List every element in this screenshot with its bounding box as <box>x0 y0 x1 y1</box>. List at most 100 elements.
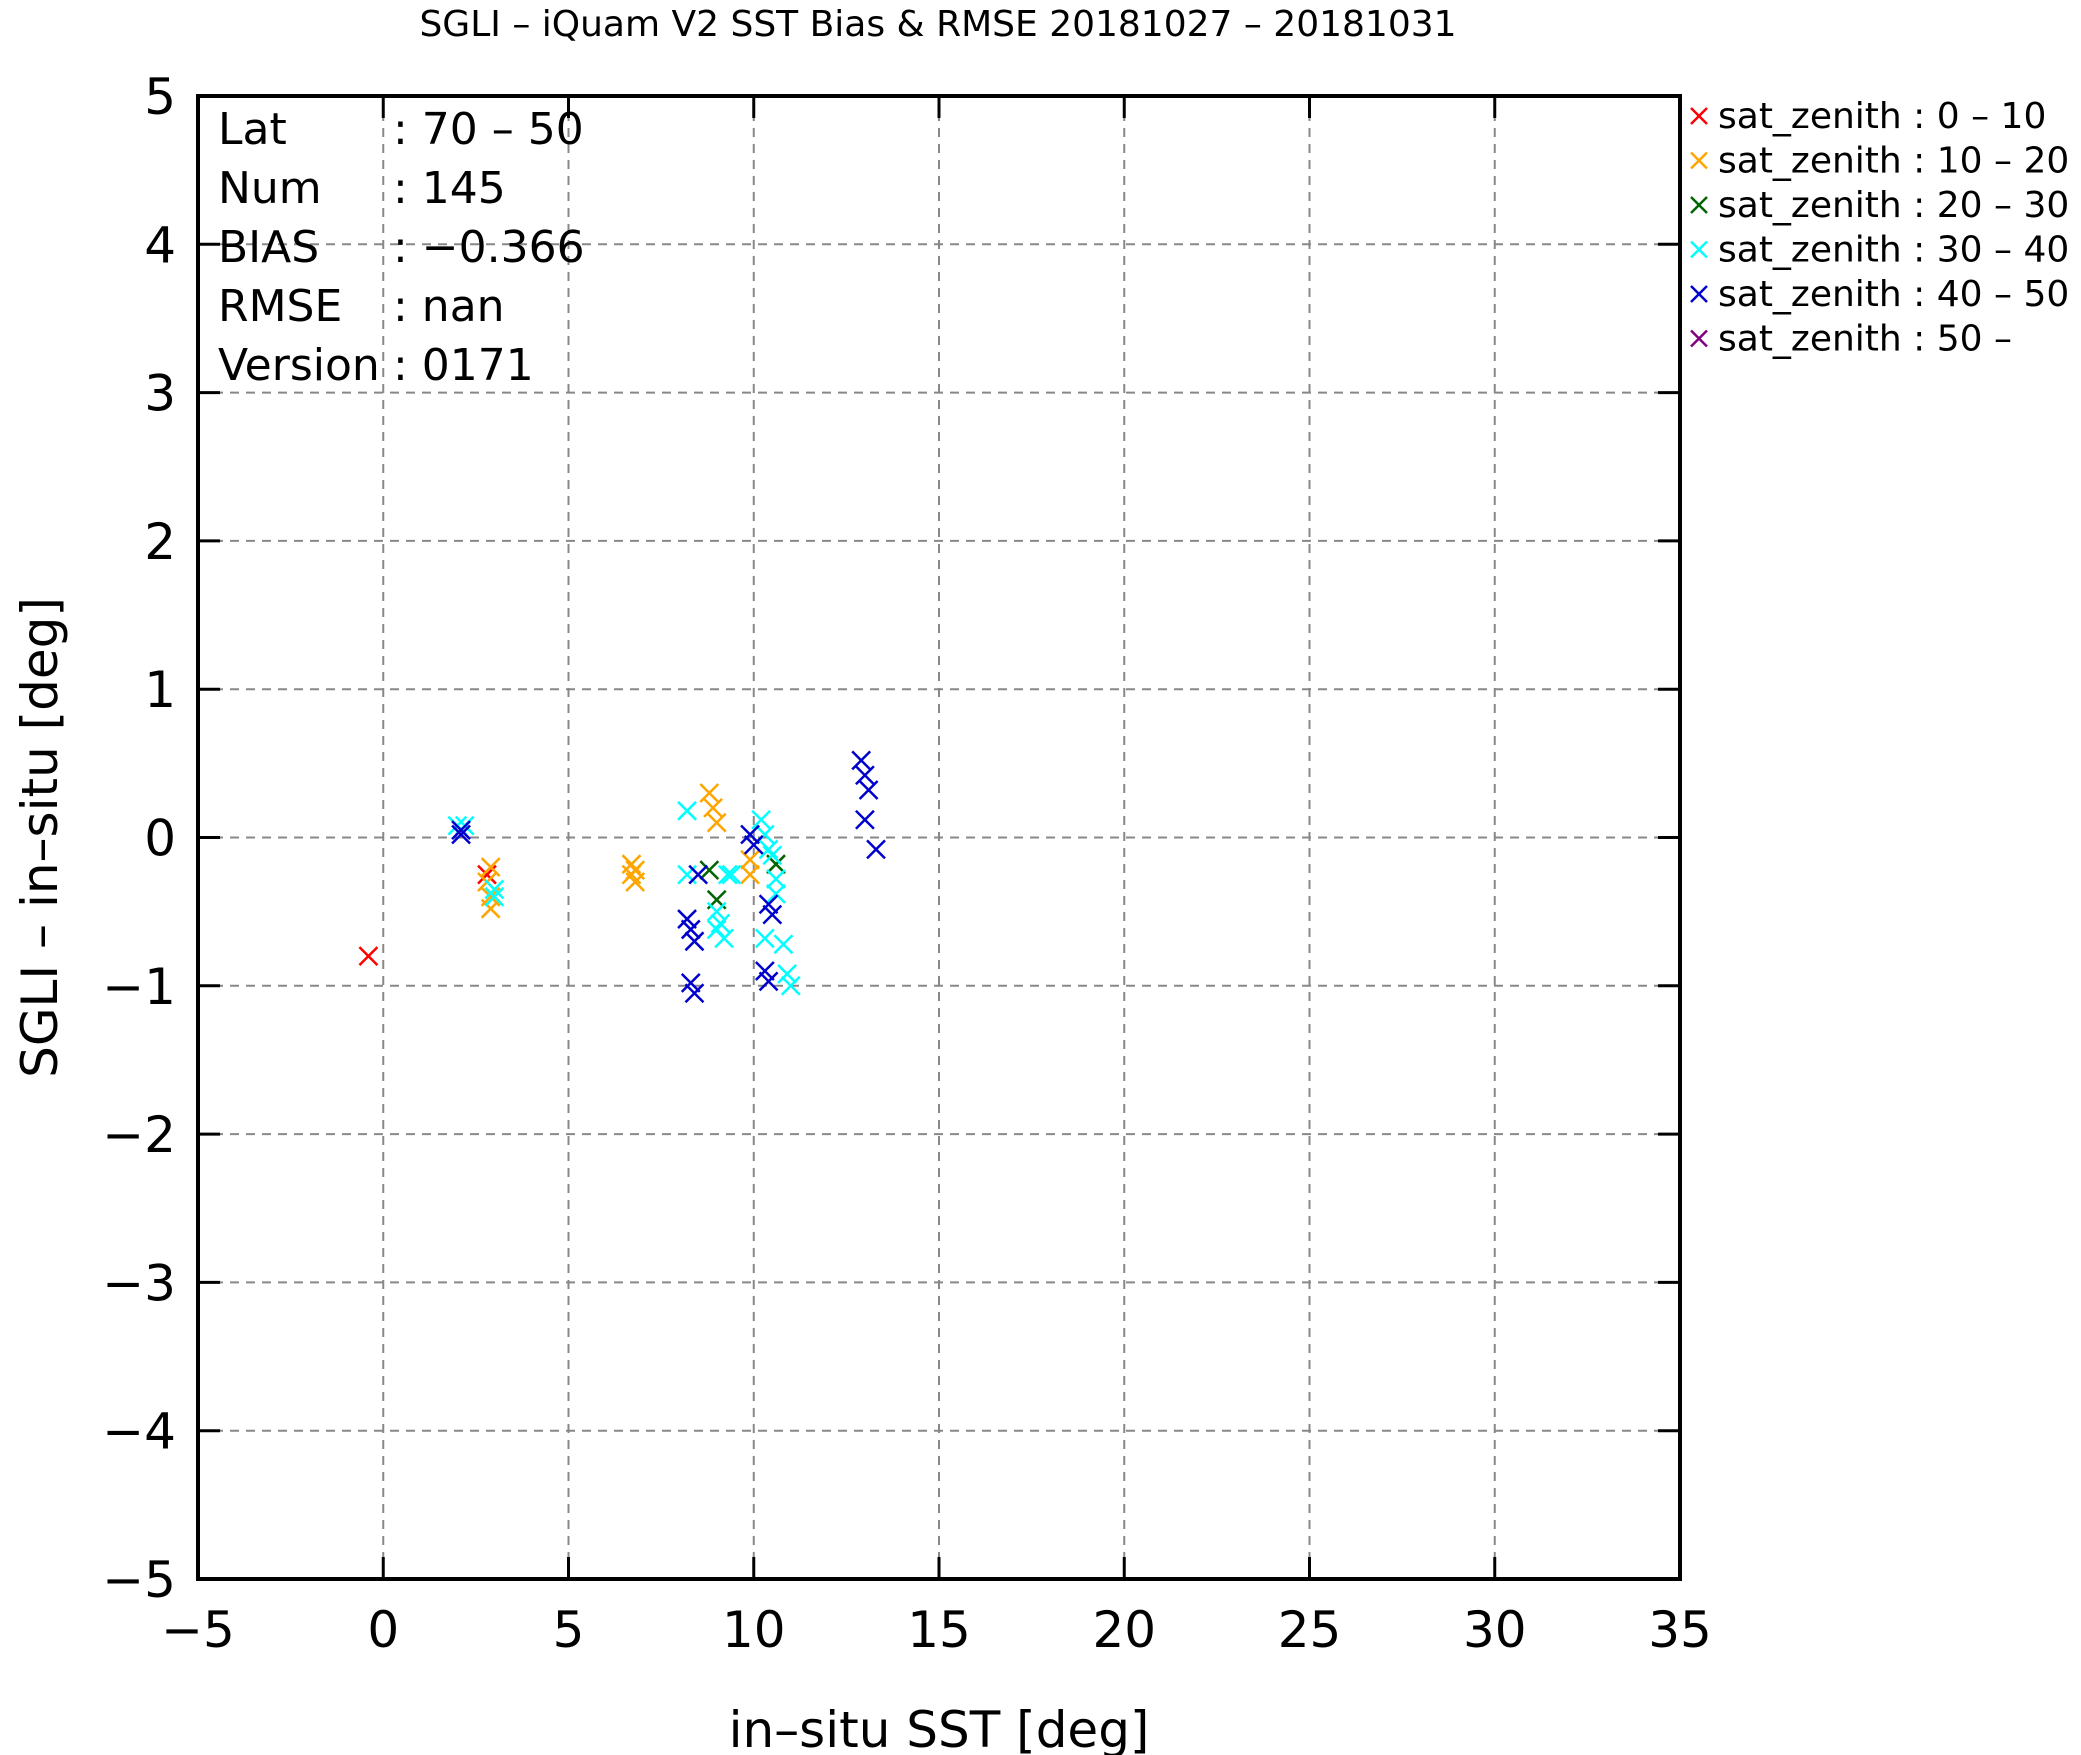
data-point-stroke <box>721 864 742 885</box>
x-tick-label: 15 <box>907 1601 971 1659</box>
data-point <box>699 860 720 881</box>
data-point-stroke <box>451 820 471 840</box>
chart-title: SGLI – iQuam V2 SST Bias & RMSE 20181027… <box>419 4 1456 45</box>
data-point-stroke <box>703 797 723 818</box>
data-point <box>758 839 779 860</box>
data-point <box>766 883 786 904</box>
legend-marker-stroke <box>1690 240 1708 259</box>
legend-marker-stroke <box>1690 329 1708 348</box>
data-point-stroke <box>851 750 872 771</box>
data-point <box>699 783 720 803</box>
data-point-stroke <box>480 857 501 878</box>
data-point-stroke <box>866 839 886 860</box>
data-point-stroke <box>706 901 727 922</box>
data-point <box>684 983 705 1004</box>
y-tick-label: 0 <box>144 810 176 868</box>
legend-label: sat_zenith : 50 – <box>1718 319 2012 360</box>
legend-item: sat_zenith : 0 – 10 <box>1690 96 2046 137</box>
legend-item: sat_zenith : 50 – <box>1690 319 2012 360</box>
stat-key: Version <box>218 340 380 391</box>
grid-lines <box>198 96 1680 1579</box>
legend-label: sat_zenith : 10 – 20 <box>1718 141 2069 182</box>
legend-marker-stroke <box>1690 107 1708 125</box>
data-point-stroke <box>762 904 783 925</box>
data-point-stroke <box>780 975 801 996</box>
data-point <box>680 972 701 993</box>
x-tick-label: 25 <box>1278 1601 1342 1659</box>
legend-item: sat_zenith : 40 – 50 <box>1690 274 2069 315</box>
stat-key: Num <box>218 163 322 214</box>
stat-key: RMSE <box>218 281 342 332</box>
y-tick-label: −4 <box>102 1403 176 1461</box>
y-tick-label: 3 <box>144 365 176 423</box>
data-point-stroke <box>773 934 794 955</box>
y-tick-label: 2 <box>144 513 176 571</box>
data-point-stroke <box>758 894 779 915</box>
legend-item: sat_zenith : 20 – 30 <box>1690 185 2069 226</box>
legend-item: sat_zenith : 10 – 20 <box>1690 141 2069 182</box>
data-point <box>680 919 701 940</box>
data-point <box>855 765 875 786</box>
data-point <box>773 934 794 955</box>
x-axis-label: in–situ SST [deg] <box>729 1701 1150 1755</box>
x-tick-label: −5 <box>161 1601 235 1659</box>
legend-label: sat_zenith : 30 – 40 <box>1718 230 2069 271</box>
data-point-stroke <box>743 835 764 855</box>
data-point <box>858 780 879 800</box>
data-point-stroke <box>766 883 786 904</box>
legend-label: sat_zenith : 0 – 10 <box>1718 96 2046 137</box>
data-point-stroke <box>777 964 797 984</box>
legend-marker-stroke <box>1690 285 1708 303</box>
stat-key: BIAS <box>218 222 319 273</box>
data-point-stroke <box>677 909 697 929</box>
data-point <box>758 971 779 992</box>
data-point <box>740 864 760 885</box>
data-point-stroke <box>677 800 697 821</box>
legend-label: sat_zenith : 40 – 50 <box>1718 274 2069 315</box>
data-point <box>751 809 772 830</box>
data-point-stroke <box>680 919 701 940</box>
data-point <box>777 964 797 984</box>
data-point <box>706 812 727 833</box>
data-point-stroke <box>754 928 775 949</box>
stat-value: : 0171 <box>393 340 534 391</box>
data-point-stroke <box>358 946 379 967</box>
data-point <box>762 904 783 925</box>
legend-label: sat_zenith : 20 – 30 <box>1718 185 2069 226</box>
data-point-stroke <box>754 961 775 981</box>
data-point-stroke <box>680 972 701 993</box>
data-point-stroke <box>762 845 783 866</box>
data-point <box>451 820 471 840</box>
data-point <box>480 857 501 878</box>
x-tick-label: 0 <box>367 1601 399 1659</box>
data-point-stroke <box>484 879 505 900</box>
data-point <box>625 872 646 892</box>
data-point-stroke <box>699 783 720 803</box>
data-point <box>766 869 786 889</box>
data-point <box>714 928 734 949</box>
x-tick-label: 35 <box>1648 1601 1712 1659</box>
data-point-stroke <box>740 824 760 845</box>
data-point-stroke <box>751 809 772 830</box>
data-point <box>866 839 886 860</box>
x-tick-labels: −5 0 5 10 15 20 25 30 35 <box>161 1601 1712 1659</box>
data-point <box>754 961 775 981</box>
data-point-stroke <box>484 886 505 907</box>
y-tick-label: 1 <box>144 661 176 719</box>
data-point-stroke <box>766 854 786 875</box>
y-tick-label: −1 <box>102 958 176 1016</box>
data-point-stroke <box>758 971 779 992</box>
data-point <box>710 913 731 934</box>
stat-value: : nan <box>393 281 505 332</box>
data-point-stroke <box>855 809 875 830</box>
stats-box: Lat: 70 – 50 Num: 145 BIAS: −0.366 RMSE: na… <box>218 104 585 391</box>
data-point-stroke <box>699 860 720 881</box>
data-point <box>758 894 779 915</box>
plot-frame <box>196 94 1682 1581</box>
data-point <box>706 901 727 922</box>
data-point <box>851 750 872 771</box>
legend-marker-stroke <box>1690 196 1708 214</box>
